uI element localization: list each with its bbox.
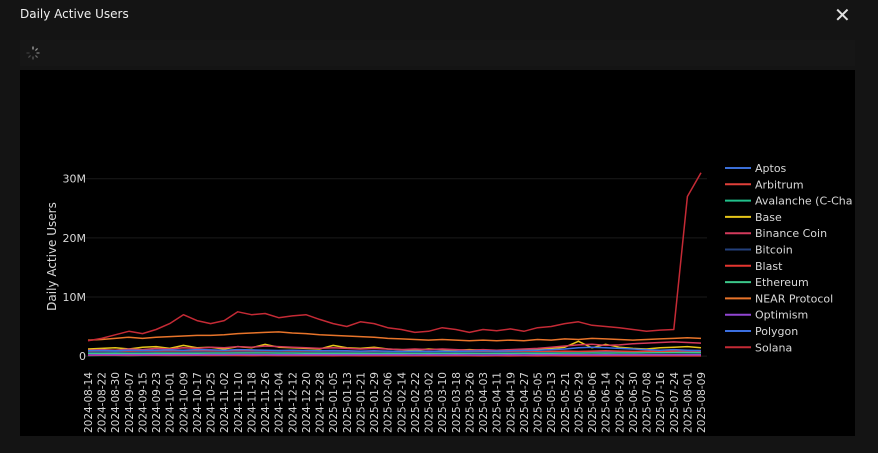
x-tick-label: 2024-09-23 xyxy=(151,372,163,433)
series-line xyxy=(87,341,702,351)
x-tick-label: 2025-04-27 xyxy=(519,372,531,433)
x-tick-label: 2025-07-08 xyxy=(642,372,654,433)
x-tick-label: 2025-05-13 xyxy=(546,372,558,433)
legend-label: Optimism xyxy=(755,309,808,322)
x-tick-label: 2025-03-26 xyxy=(464,372,476,433)
x-tick-label: 2025-05-29 xyxy=(573,372,585,433)
x-tick-label: 2025-01-13 xyxy=(342,372,354,433)
x-tick-label: 2024-10-09 xyxy=(178,372,190,433)
x-tick-label: 2024-10-17 xyxy=(192,372,204,433)
legend-label: Solana xyxy=(755,341,792,354)
legend-label: Arbitrum xyxy=(755,178,804,191)
y-axis-title: Daily Active Users xyxy=(45,202,59,311)
x-tick-label: 2025-02-06 xyxy=(383,372,395,433)
y-tick-label: 10M xyxy=(63,291,87,304)
x-tick-label: 2025-02-14 xyxy=(396,372,408,433)
x-tick-label: 2024-10-01 xyxy=(165,372,177,433)
legend-label: Avalanche (C-Cha xyxy=(755,195,853,208)
legend-label: Binance Coin xyxy=(755,227,827,240)
x-tick-label: 2024-10-25 xyxy=(206,372,218,433)
x-tick-label: 2024-08-22 xyxy=(97,372,109,433)
close-button[interactable]: ✕ xyxy=(834,3,851,27)
x-tick-label: 2025-01-21 xyxy=(355,372,367,433)
x-tick-label: 2025-07-16 xyxy=(655,372,667,433)
modal-title: Daily Active Users xyxy=(20,7,129,21)
series-line xyxy=(87,354,701,357)
series-line xyxy=(87,172,702,342)
x-tick-label: 2025-08-09 xyxy=(696,372,708,433)
x-tick-label: 2024-12-28 xyxy=(315,372,327,433)
x-tick-label: 2024-09-15 xyxy=(137,372,149,433)
x-tick-label: 2025-08-01 xyxy=(682,372,694,433)
x-tick-label: 2024-12-04 xyxy=(274,372,286,433)
x-tick-label: 2025-02-22 xyxy=(410,372,422,433)
x-tick-label: 2025-07-24 xyxy=(669,372,681,433)
x-tick-label: 2025-04-11 xyxy=(492,372,504,433)
x-tick-label: 2025-01-29 xyxy=(369,372,381,433)
x-tick-label: 2025-03-02 xyxy=(424,372,436,433)
x-tick-label: 2024-11-02 xyxy=(219,372,231,433)
x-tick-label: 2025-06-14 xyxy=(601,372,613,433)
legend-label: Blast xyxy=(755,260,783,273)
series-line xyxy=(87,346,702,353)
legend-label: NEAR Protocol xyxy=(755,292,833,305)
y-tick-label: 30M xyxy=(63,173,87,186)
x-tick-label: 2024-11-26 xyxy=(260,372,272,433)
x-tick-label: 2024-12-20 xyxy=(301,372,313,433)
x-tick-label: 2024-12-12 xyxy=(287,372,299,433)
toolbar xyxy=(20,40,855,66)
legend-label: Base xyxy=(755,211,782,224)
x-tick-label: 2025-03-10 xyxy=(437,372,449,433)
x-tick-label: 2025-04-19 xyxy=(505,372,517,433)
series-line xyxy=(87,331,702,342)
y-tick-label: 20M xyxy=(63,232,87,245)
series-line xyxy=(88,351,702,355)
x-tick-label: 2024-08-30 xyxy=(110,372,122,433)
chart-panel xyxy=(20,70,855,436)
x-tick-label: 2024-09-07 xyxy=(124,372,136,433)
legend-label: Ethereum xyxy=(755,276,809,289)
x-tick-label: 2024-11-18 xyxy=(246,372,258,433)
x-tick-label: 2025-01-05 xyxy=(328,372,340,433)
x-tick-label: 2024-11-10 xyxy=(233,372,245,433)
y-tick-label: 0 xyxy=(79,350,86,363)
legend-label: Bitcoin xyxy=(755,244,793,257)
series-line xyxy=(87,353,701,356)
x-tick-label: 2025-06-22 xyxy=(614,372,626,433)
x-tick-label: 2025-03-18 xyxy=(451,372,463,433)
x-tick-label: 2025-06-30 xyxy=(628,372,640,433)
x-tick-label: 2025-05-21 xyxy=(560,372,572,433)
x-tick-label: 2025-04-03 xyxy=(478,372,490,433)
legend-label: Polygon xyxy=(755,325,798,338)
loading-spinner xyxy=(26,46,40,60)
x-tick-label: 2024-08-14 xyxy=(83,372,95,433)
x-tick-label: 2025-06-06 xyxy=(587,372,599,433)
legend-label: Aptos xyxy=(755,162,787,175)
x-tick-label: 2025-05-05 xyxy=(533,372,545,433)
